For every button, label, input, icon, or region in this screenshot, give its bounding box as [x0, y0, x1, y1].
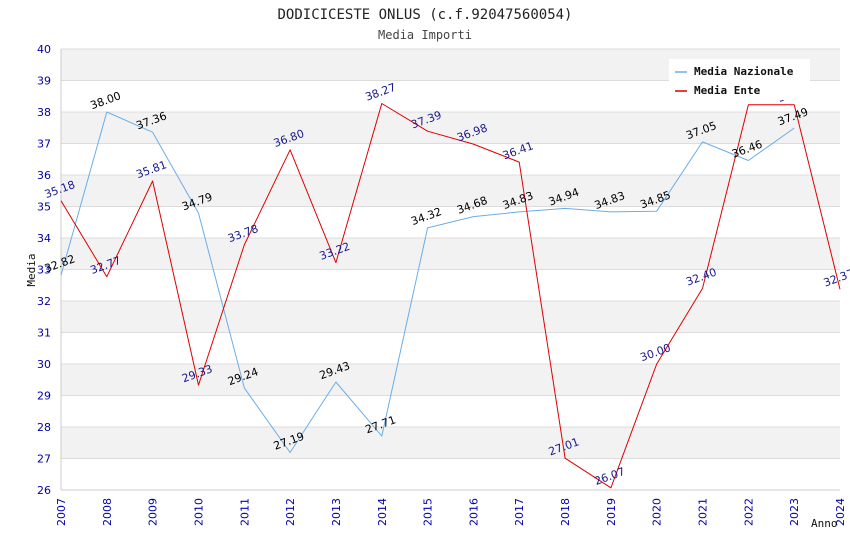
y-tick-label: 37: [37, 138, 51, 151]
series-line-media-nazionale: [60, 111, 795, 453]
y-tick-label: 34: [37, 232, 51, 245]
x-tick-label: 2022: [742, 498, 755, 526]
y-axis-label: Media: [25, 253, 38, 286]
y-tick-label: 28: [37, 421, 51, 434]
y-tick-label: 27: [37, 453, 51, 466]
y-tick-label: 36: [37, 169, 51, 182]
chart-subtitle: Media Importi: [378, 28, 472, 42]
legend: Media Nazionale Media Ente: [669, 59, 810, 100]
y-tick-label: 40: [37, 43, 51, 56]
x-tick-label: 2021: [697, 498, 710, 526]
y-tick-label: 33: [37, 264, 51, 277]
series-lines: [60, 103, 841, 489]
y-tick-label: 38: [37, 106, 51, 119]
y-tick-label: 26: [37, 484, 51, 497]
grid-band: [61, 112, 840, 144]
x-tick-label: 2015: [422, 498, 435, 526]
x-tick-label: 2013: [330, 498, 343, 526]
legend-label-media-nazionale: Media Nazionale: [694, 65, 794, 78]
chart-title: DODICICESTE ONLUS (c.f.92047560054): [277, 7, 572, 23]
x-tick-label: 2017: [513, 498, 526, 526]
x-tick-label: 2009: [147, 498, 160, 526]
x-tick-label: 2010: [192, 498, 205, 526]
grid-band: [61, 427, 840, 459]
x-tick-label: 2018: [559, 498, 572, 526]
x-tick-label: 2020: [651, 498, 664, 526]
y-tick-label: 31: [37, 327, 51, 340]
x-tick-label: 2007: [55, 498, 68, 526]
x-tick-label: 2016: [467, 498, 480, 526]
x-tick-label: 2011: [238, 498, 251, 526]
series-line-media-ente: [60, 103, 841, 489]
y-tick-label: 30: [37, 358, 51, 371]
grid-band: [61, 238, 840, 270]
y-tick-label: 39: [37, 75, 51, 88]
y-tick-label: 35: [37, 201, 51, 214]
y-tick-label: 29: [37, 390, 51, 403]
x-tick-label: 2019: [605, 498, 618, 526]
x-tick-label: 2012: [284, 498, 297, 526]
y-tick-label: 32: [37, 295, 51, 308]
x-tick-label: 2024: [834, 498, 847, 526]
x-tick-label: 2023: [788, 498, 801, 526]
x-tick-label: 2008: [101, 498, 114, 526]
legend-box: [669, 59, 810, 100]
legend-label-media-ente: Media Ente: [694, 84, 761, 97]
grid-band: [61, 364, 840, 396]
grid-band: [61, 301, 840, 333]
x-tick-label: 2014: [376, 498, 389, 526]
x-axis-label: Anno: [811, 517, 838, 530]
x-axis-ticks: 2007 2008 2009 2010 2011 2012 2013 2014 2015 2016…: [55, 498, 847, 526]
y-axis-ticks: 26 27 28 29 30 31 32 33 34 35 36 37 38 39 40: [37, 43, 51, 497]
grid-band: [61, 175, 840, 207]
